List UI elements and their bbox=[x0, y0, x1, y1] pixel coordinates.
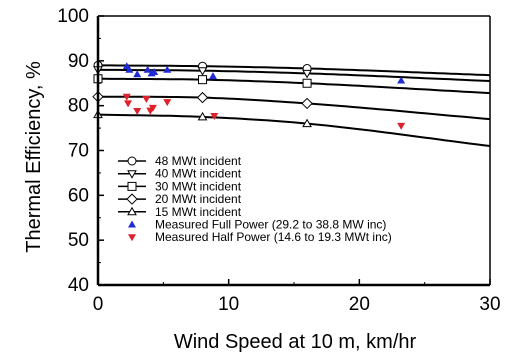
curve-marker-3-2 bbox=[198, 75, 208, 85]
legend-symbol-3 bbox=[127, 181, 137, 191]
legend-symbol-7 bbox=[128, 234, 136, 242]
half-power-point-4 bbox=[142, 95, 151, 103]
full-power-point-8 bbox=[208, 72, 217, 80]
legend-symbol-5 bbox=[127, 206, 137, 216]
legend-label-2: 40 MWt incident bbox=[155, 167, 242, 181]
curve-marker-2-3 bbox=[302, 69, 312, 79]
half-power-point-6 bbox=[148, 104, 157, 112]
x-tick-label-30: 30 bbox=[479, 294, 500, 315]
legend-label-3: 30 MWt incident bbox=[155, 179, 242, 193]
half-power-point-3 bbox=[133, 108, 142, 116]
half-power-point-9 bbox=[397, 122, 406, 130]
y-tick-label-70: 70 bbox=[68, 141, 89, 162]
curve-marker-2-2 bbox=[197, 67, 208, 76]
curve-marker-5-3 bbox=[302, 118, 312, 128]
x-tick-label-0: 0 bbox=[93, 294, 104, 315]
curve-marker-3-3 bbox=[302, 78, 312, 88]
half-power-point-8 bbox=[210, 112, 219, 120]
full-power-point-6 bbox=[150, 68, 159, 76]
full-power-point-7 bbox=[163, 65, 172, 73]
curve-line-1 bbox=[97, 64, 491, 77]
model-curves bbox=[92, 60, 491, 147]
measured-points bbox=[122, 62, 406, 130]
half-power-point-7 bbox=[163, 99, 172, 107]
legend-label-7: Measured Half Power (14.6 to 19.3 MWt in… bbox=[155, 230, 392, 244]
y-tick-label-60: 60 bbox=[68, 185, 89, 206]
legend-symbol-2 bbox=[127, 170, 137, 179]
legend-symbol-6 bbox=[128, 220, 136, 228]
y-tick-label-100: 100 bbox=[57, 6, 89, 27]
curve-line-5 bbox=[97, 113, 491, 147]
full-power-point-4 bbox=[143, 65, 152, 73]
axes: 40 50 60 70 80 90 100 0 10 20 30 bbox=[57, 6, 500, 315]
full-power-point-2 bbox=[125, 65, 134, 73]
x-tick-label-10: 10 bbox=[218, 294, 239, 315]
half-power-point-1 bbox=[122, 93, 131, 101]
legend-label-5: 15 MWt incident bbox=[155, 205, 242, 219]
y-tick-label-40: 40 bbox=[68, 275, 89, 296]
curve-line-3 bbox=[98, 77, 491, 95]
curve-line-2 bbox=[97, 68, 491, 82]
curve-line-4 bbox=[98, 95, 491, 121]
legend-label-1: 48 MWt incident bbox=[155, 154, 242, 168]
curve-marker-4-3 bbox=[301, 97, 313, 110]
legend-label-6: Measured Full Power (29.2 to 38.8 MW inc… bbox=[155, 218, 386, 232]
legend-symbol-4 bbox=[126, 193, 138, 205]
y-tick-label-50: 50 bbox=[68, 230, 89, 251]
half-power-point-2 bbox=[124, 100, 133, 108]
y-tick-label-80: 80 bbox=[68, 96, 89, 117]
full-power-point-9 bbox=[397, 76, 406, 84]
curve-marker-5-2 bbox=[197, 111, 208, 121]
x-tick-label-20: 20 bbox=[349, 294, 370, 315]
curve-marker-4-2 bbox=[196, 91, 209, 104]
legend-symbol-1 bbox=[127, 156, 137, 166]
full-power-point-3 bbox=[133, 70, 142, 78]
legend-label-4: 20 MWt incident bbox=[155, 192, 242, 206]
y-tick-label-90: 90 bbox=[68, 51, 89, 72]
x-axis-title: Wind Speed at 10 m, km/hr bbox=[174, 331, 417, 353]
y-axis-title: Thermal Efficiency, % bbox=[23, 61, 45, 253]
